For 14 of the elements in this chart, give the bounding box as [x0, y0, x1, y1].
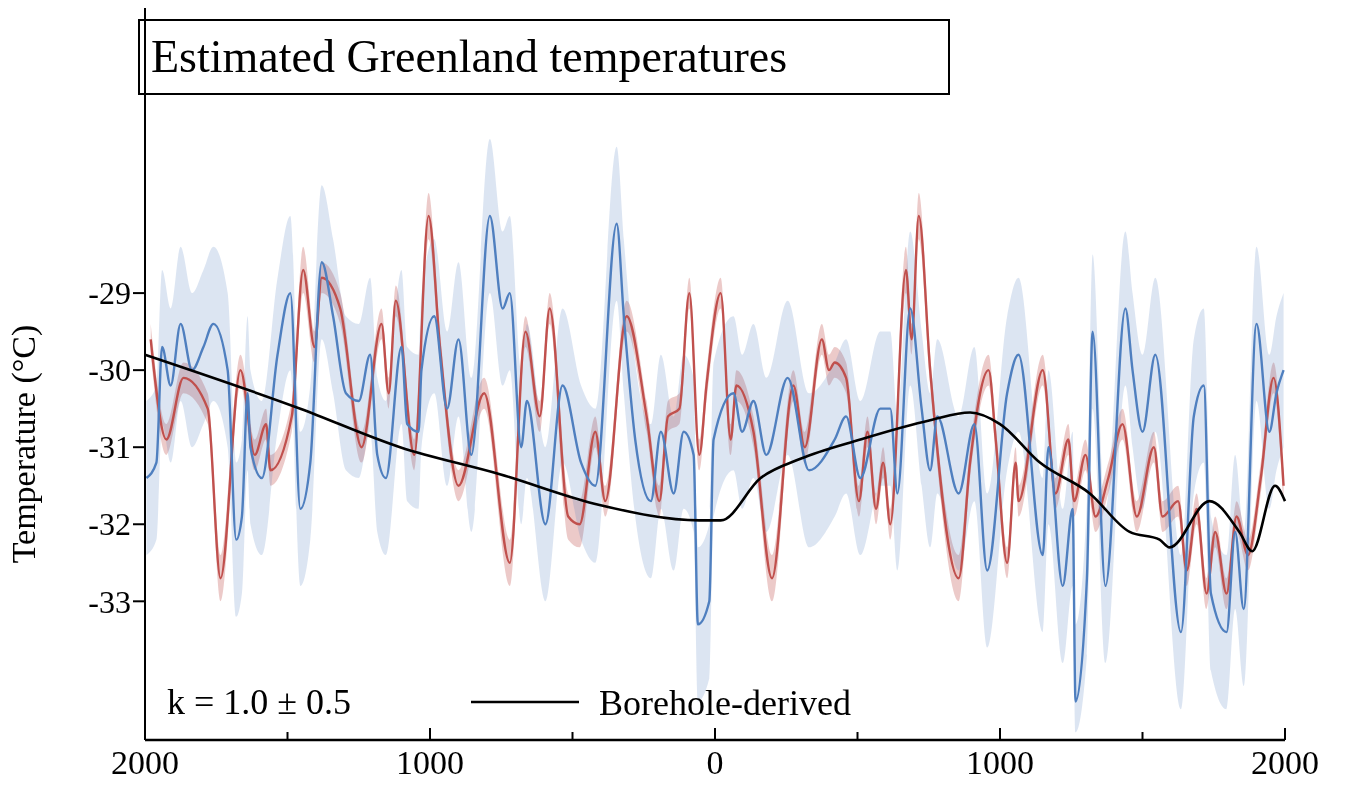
- y-tick-label: -33: [88, 583, 131, 620]
- x-tick-label: 0: [706, 744, 724, 781]
- text: Estimated Greenland temperatures: [151, 31, 788, 82]
- annotation: k = 1.0 ± 0.5: [167, 682, 352, 722]
- y-tick-label: -30: [88, 352, 131, 389]
- x-tick-label: 2000: [111, 744, 179, 781]
- y-tick-label: -29: [88, 275, 131, 312]
- y-tick-label: -31: [88, 429, 131, 466]
- x-tick-label: 1000: [966, 744, 1034, 781]
- y-axis-title: Temperature (°C): [5, 324, 43, 564]
- x-tick-label: 1000: [396, 744, 464, 781]
- legend-label: Borehole-derived: [599, 682, 851, 723]
- x-tick-label: 2000: [1251, 744, 1319, 781]
- y-tick-label: -32: [88, 506, 131, 543]
